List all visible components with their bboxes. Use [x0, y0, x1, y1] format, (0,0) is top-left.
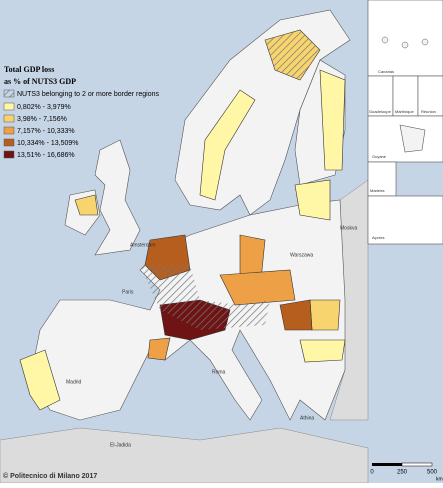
legend-title: Total GDP loss [4, 65, 54, 74]
region [199, 89, 256, 201]
region [74, 194, 99, 216]
inset-frame [367, 195, 443, 245]
insets: Canarias Guadeloupe Martinique Réunion G… [367, 0, 443, 245]
inset-frame [367, 0, 443, 77]
legend-label: 0,802% - 3,979% [17, 104, 71, 111]
legend-swatch [3, 114, 15, 123]
city-label: Warszawa [290, 252, 313, 258]
legend-title: as % of NUTS3 GDP [4, 77, 76, 86]
scale-segment [372, 463, 402, 466]
legend-label: 10,334% - 13,509% [17, 140, 79, 147]
region [299, 339, 346, 363]
region [294, 179, 331, 221]
inset-frame [392, 75, 419, 117]
inset-label: Madeira [370, 188, 385, 193]
inset-label: Canarias [378, 69, 394, 74]
inset-label: Guyane [372, 154, 387, 159]
scale-label: 500 [427, 470, 438, 476]
legend-swatch [3, 126, 15, 135]
credit: © Politecnico di Milano 2017 [3, 472, 97, 480]
city-label: Paris [122, 289, 134, 295]
inset-land [421, 38, 429, 46]
scale-segment [401, 462, 433, 467]
region [219, 269, 296, 306]
scale-unit: km [436, 476, 443, 482]
legend-swatch [3, 150, 15, 159]
legend-swatch [3, 138, 15, 147]
britain [94, 139, 141, 256]
legend-label: 7,157% - 10,333% [17, 128, 75, 135]
legend-label: 13,51% - 16,686% [17, 152, 75, 159]
inset-frame [367, 75, 394, 117]
region [147, 337, 171, 361]
city-label: Athina [300, 415, 314, 421]
hatched-region [140, 265, 270, 330]
scale-bar: 0 250 500 km [370, 462, 443, 482]
inset-land [399, 124, 426, 153]
cities: Madrid Paris Amsterdam Roma Warszawa Mos… [66, 225, 357, 448]
city-label: Amsterdam [130, 242, 156, 248]
scale-label: 250 [397, 470, 408, 476]
city-label: Moskva [340, 225, 357, 231]
legend-swatch [3, 102, 15, 111]
scale-label: 0 [370, 470, 374, 476]
region [19, 349, 61, 411]
city-label: Roma [212, 369, 226, 375]
legend-label: 3,98% - 7,156% [17, 116, 67, 123]
legend-label: NUTS3 belonging to 2 or more border regi… [17, 91, 160, 98]
inset-label: Açores [372, 235, 384, 240]
inset-frame [367, 161, 397, 197]
inset-label: Martinique [395, 109, 414, 114]
inset-label: Réunion [421, 109, 436, 114]
city-label: Madrid [66, 379, 82, 385]
hatched-region [265, 30, 320, 80]
legend: Total GDP loss as % of NUTS3 GDP NUTS3 b… [3, 65, 160, 159]
hatch-swatch [3, 89, 15, 98]
inset-land [381, 36, 389, 44]
region [309, 299, 341, 331]
region [319, 69, 346, 171]
city-label: El-Jadida [110, 442, 131, 448]
inset-label: Guadeloupe [369, 109, 392, 114]
region [279, 299, 313, 331]
inset-land [401, 41, 409, 49]
